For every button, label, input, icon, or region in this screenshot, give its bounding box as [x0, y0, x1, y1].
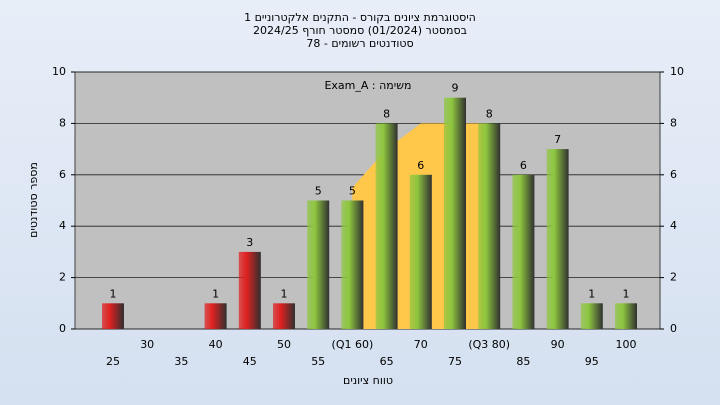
bar: [307, 200, 330, 329]
bar: [409, 174, 432, 329]
value-label: 5: [349, 185, 356, 198]
y-tick-label: 2: [59, 271, 66, 284]
y-tick-label: 8: [59, 116, 66, 129]
value-label: 1: [212, 287, 219, 300]
value-label: 8: [486, 107, 493, 120]
bar: [375, 123, 398, 330]
x-tick-label: 50: [277, 338, 291, 351]
y-tick-label: 10: [52, 65, 66, 78]
y2-tick-label: 4: [670, 219, 677, 232]
x-tick-label: 45: [243, 355, 257, 368]
value-label: 8: [383, 107, 390, 120]
value-label: 7: [554, 133, 561, 146]
y2-tick-label: 2: [670, 271, 677, 284]
bar: [580, 303, 603, 329]
y2-tick-label: 10: [670, 65, 684, 78]
x-tick-label: 65: [380, 355, 394, 368]
bar: [102, 303, 124, 329]
bar: [615, 303, 637, 329]
bar: [273, 303, 295, 329]
x-tick-label: 30: [140, 338, 154, 351]
x-tick-label: 55: [311, 355, 325, 368]
x-tick-label: 85: [516, 355, 530, 368]
x-tick-label: (Q3 80): [468, 338, 510, 351]
chart-title: היסטוגרמת ציונים בקורס - התקנים אלקטרוני…: [244, 11, 476, 24]
y2-tick-label: 6: [670, 168, 677, 181]
value-label: 5: [315, 185, 322, 198]
x-tick-label: 90: [551, 338, 565, 351]
y-tick-label: 6: [59, 168, 66, 181]
value-label: 1: [588, 287, 595, 300]
x-tick-label: (Q1 60): [332, 338, 374, 351]
value-label: 1: [110, 287, 117, 300]
x-tick-label: 75: [448, 355, 462, 368]
bar: [204, 303, 227, 329]
x-tick-label: 40: [209, 338, 223, 351]
value-label: 3: [246, 236, 253, 249]
chart-subtitle: בסמסטר (01/2024) סמסטר חורף 2024/25: [253, 24, 467, 37]
x-tick-label: 25: [106, 355, 120, 368]
y2-tick-label: 0: [670, 322, 677, 335]
value-label: 1: [623, 287, 630, 300]
x-tick-label: 100: [616, 338, 637, 351]
y-tick-label: 0: [59, 322, 66, 335]
bar: [546, 149, 569, 329]
bar: [341, 200, 364, 329]
bar: [238, 251, 261, 329]
bar: [444, 97, 466, 329]
bar: [478, 123, 501, 330]
y2-tick-label: 8: [670, 116, 677, 129]
x-axis-label: טווח ציונים: [343, 374, 393, 387]
value-label: 6: [417, 159, 424, 172]
y-axis-label: מספר סטודנטים: [27, 162, 40, 238]
x-tick-label: 35: [174, 355, 188, 368]
value-label: 1: [281, 287, 288, 300]
bar: [512, 174, 535, 329]
x-tick-label: 95: [585, 355, 599, 368]
x-tick-label: 70: [414, 338, 428, 351]
chart-subtitle: סטודנטים רשומים - 78: [306, 37, 413, 50]
y-tick-label: 4: [59, 219, 66, 232]
annotation: משימה : Exam_A: [324, 79, 411, 92]
value-label: 6: [520, 159, 527, 172]
value-label: 9: [452, 82, 459, 95]
